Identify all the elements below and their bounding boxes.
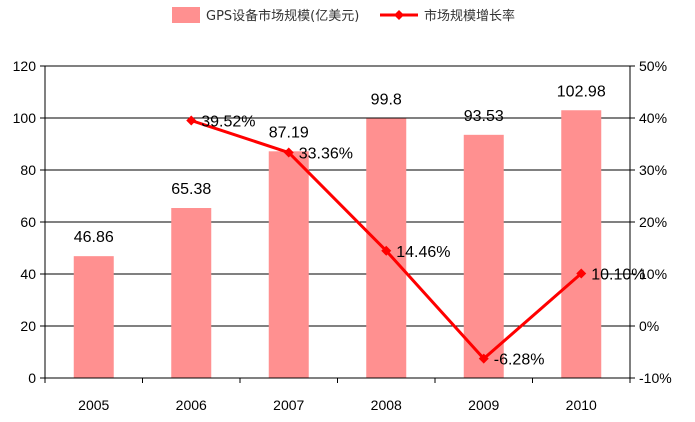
category-label-2008: 2008 xyxy=(371,397,402,413)
bar-2005 xyxy=(73,256,114,378)
bar-data-label: 99.8 xyxy=(371,92,402,109)
right-tick-label: 50% xyxy=(639,58,667,74)
category-label-2009: 2009 xyxy=(468,397,499,413)
bar-2006 xyxy=(171,208,212,378)
line-data-label: 14.46% xyxy=(396,244,450,261)
right-tick-label: -10% xyxy=(639,370,672,386)
legend-swatch-bar xyxy=(172,7,200,23)
grid xyxy=(45,65,630,327)
right-tick-labels: -10% 0% 10% 20% 30% 40% 50% xyxy=(639,58,672,386)
left-tick-label: 80 xyxy=(20,162,36,178)
bar-data-label: 93.53 xyxy=(464,108,504,125)
bar-data-labels: 46.86 65.38 87.19 99.8 93.53 102.98 xyxy=(74,83,606,246)
legend-label-line: 市场规模增长率 xyxy=(424,8,515,24)
category-labels: 2005 2006 2007 2008 2009 2010 xyxy=(78,397,597,413)
left-tick-label: 40 xyxy=(20,266,36,282)
line-data-label: 10.10% xyxy=(591,266,645,283)
left-tick-label: 120 xyxy=(13,58,37,74)
line-data-label: 39.52% xyxy=(201,113,255,130)
legend: GPS设备市场规模(亿美元) 市场规模增长率 xyxy=(172,7,515,24)
right-tick-label: 0% xyxy=(639,318,659,334)
left-tick-labels: 0 20 40 60 80 100 120 xyxy=(13,58,37,386)
right-tick-label: 40% xyxy=(639,110,667,126)
category-label-2006: 2006 xyxy=(176,397,207,413)
bar-data-label: 102.98 xyxy=(557,83,606,100)
growth-point-2010 xyxy=(576,268,587,279)
growth-point-2006 xyxy=(186,115,197,126)
left-tick-label: 0 xyxy=(28,370,36,386)
right-tick-label: 20% xyxy=(639,214,667,230)
left-tick-label: 60 xyxy=(20,214,36,230)
left-tick-label: 20 xyxy=(20,318,36,334)
bar-data-label: 46.86 xyxy=(74,229,114,246)
growth-point-2007 xyxy=(283,147,294,158)
axes xyxy=(40,65,635,383)
right-tick-label: 10% xyxy=(639,266,667,282)
growth-point-2008 xyxy=(381,245,392,256)
growth-point-2009 xyxy=(478,353,489,364)
category-label-2005: 2005 xyxy=(78,397,109,413)
bar-data-label: 87.19 xyxy=(269,124,309,141)
line-data-label: 33.36% xyxy=(299,146,353,163)
bar-data-label: 65.38 xyxy=(171,181,211,198)
category-label-2007: 2007 xyxy=(273,397,304,413)
bar-2009 xyxy=(463,134,504,378)
legend-swatch-marker xyxy=(394,10,404,20)
right-tick-label: 30% xyxy=(639,162,667,178)
bar-2010 xyxy=(561,110,602,378)
left-tick-label: 100 xyxy=(13,110,37,126)
category-label-2010: 2010 xyxy=(566,397,597,413)
line-data-label: -6.28% xyxy=(494,352,545,369)
line-series xyxy=(186,115,587,364)
legend-label-bar: GPS设备市场规模(亿美元) xyxy=(206,8,359,24)
bar-2007 xyxy=(268,151,309,378)
line-data-labels: 39.52% 33.36% 14.46% -6.28% 10.10% xyxy=(201,113,645,368)
